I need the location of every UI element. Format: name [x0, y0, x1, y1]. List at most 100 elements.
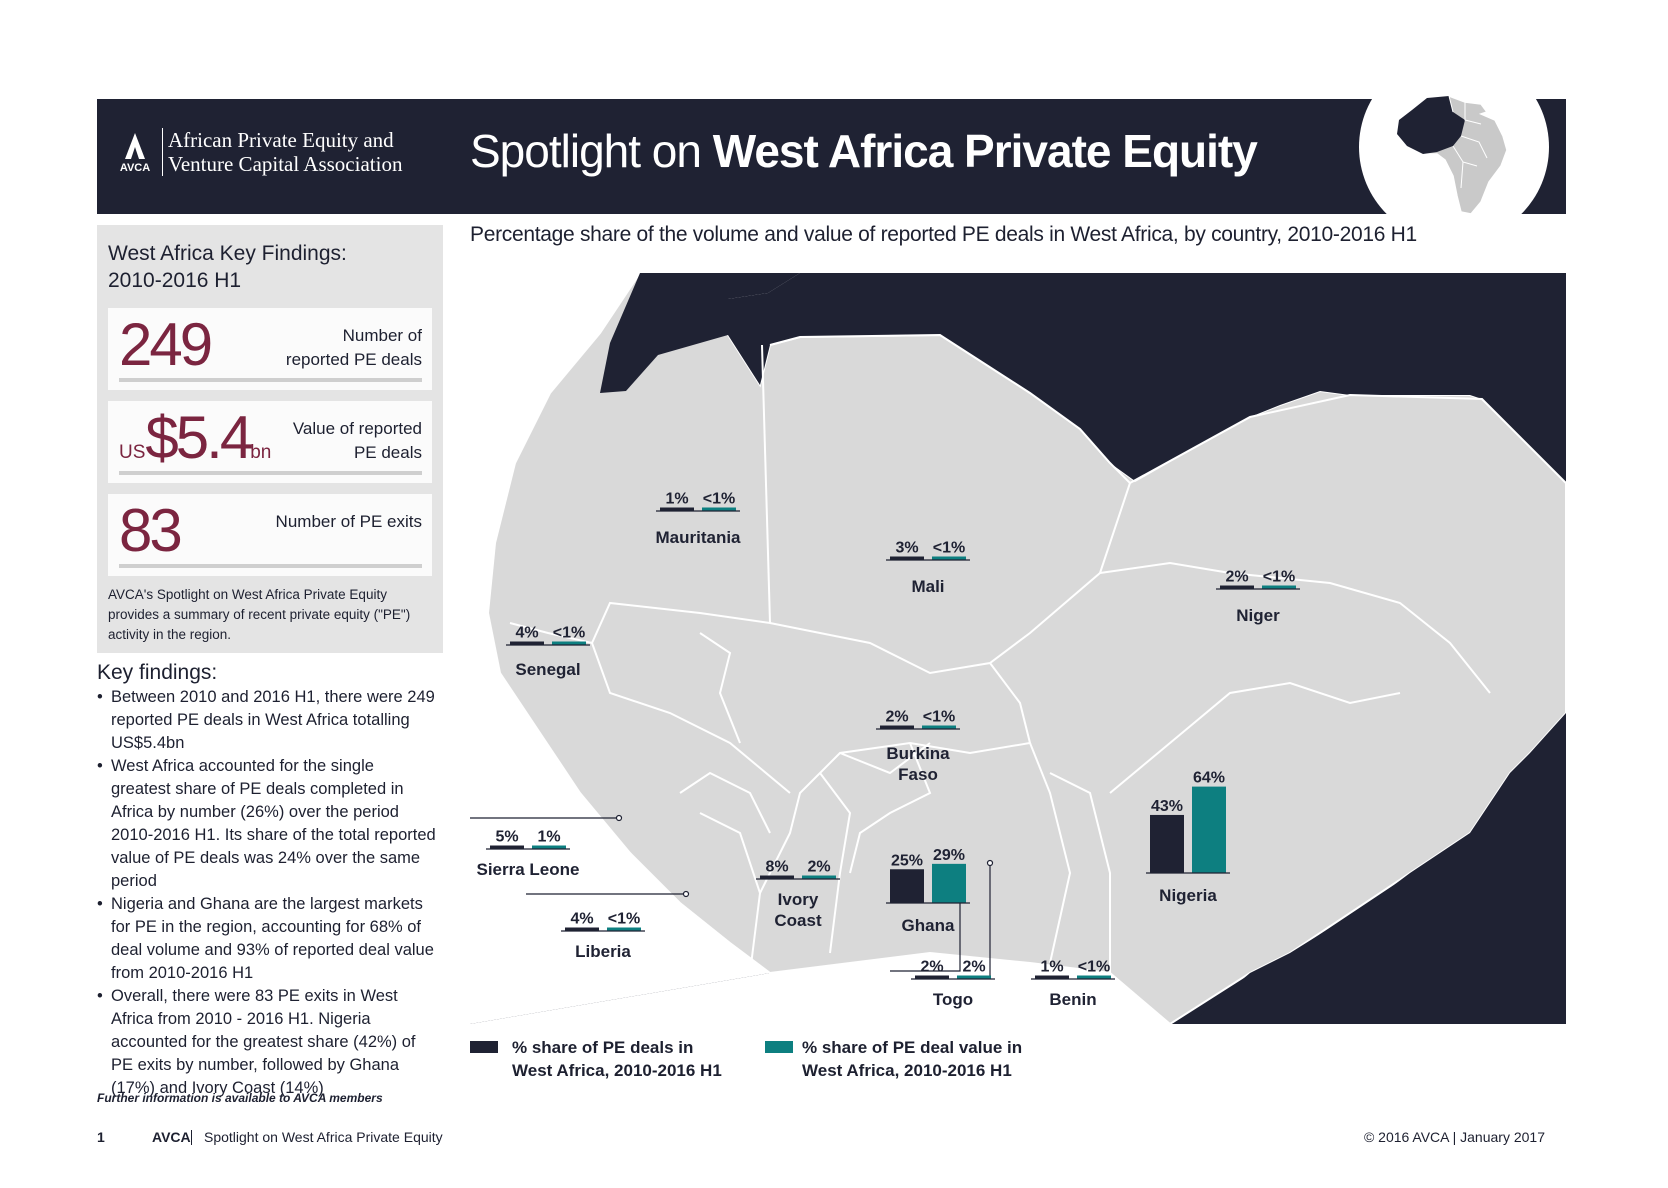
title-light: Spotlight on	[470, 125, 713, 177]
country-callout: 1% <1% Mauritania	[655, 491, 741, 548]
bar	[660, 507, 694, 511]
country-label: Ghana	[902, 916, 955, 935]
country-label: Burkina	[886, 744, 950, 763]
data-label: 3%	[895, 540, 918, 557]
further-info-note: Further information is available to AVCA…	[97, 1091, 383, 1105]
stat-label: Value of reported PE deals	[292, 419, 422, 462]
data-label: 2%	[885, 709, 908, 726]
country-callout: 4% <1% Senegal	[506, 625, 590, 679]
western-sahara-area	[600, 273, 800, 393]
logo-text: AVCA	[120, 162, 150, 173]
legend-label-value: % share of PE deal value in West Africa, …	[802, 1038, 1023, 1080]
list-item: Between 2010 and 2016 H1, there were 249…	[97, 686, 437, 755]
country-label: Liberia	[575, 942, 631, 961]
algeria-area	[728, 273, 1470, 481]
data-label: 29%	[933, 847, 965, 864]
data-label: 5%	[495, 829, 518, 846]
bar	[915, 975, 949, 979]
logo-divider	[162, 128, 163, 176]
stat-value: 83	[119, 497, 183, 564]
country-label: Mali	[911, 577, 944, 596]
country-callout: 8% 2% Ivory Coast	[756, 859, 840, 930]
country-callout: 2% <1% Burkina Faso	[876, 709, 960, 784]
data-label: <1%	[933, 540, 965, 557]
data-label: 64%	[1193, 770, 1225, 787]
data-label: 2%	[920, 959, 943, 976]
country-label: Sierra Leone	[477, 860, 580, 879]
footer-copyright: © 2016 AVCA | January 2017	[1363, 1129, 1545, 1145]
stat-label: Number of PE exits	[275, 512, 422, 531]
findings-heading-line2: 2010-2016 H1	[108, 269, 242, 292]
legend-swatch-value	[765, 1041, 793, 1053]
data-label: 4%	[570, 911, 593, 928]
chart-bars-layer: 1% <1% Mauritania 3% <1% Mali 2% <1% Niger 4% <1% S…	[477, 491, 1300, 1009]
country-label: Benin	[1049, 990, 1096, 1009]
list-item: West Africa accounted for the single gre…	[97, 755, 437, 893]
bar	[552, 641, 586, 645]
country-label: Niger	[1236, 606, 1280, 625]
panel-description: AVCA's Spotlight on West Africa Private …	[108, 587, 411, 642]
data-label: 1%	[537, 829, 560, 846]
ocean-area	[470, 273, 770, 1024]
callout-lines	[470, 817, 991, 978]
data-label: 2%	[1225, 569, 1248, 586]
country-callout: 25% 29% Ghana	[886, 847, 970, 935]
stat-card-value: US$5.4bn Value of reported PE deals	[108, 401, 432, 483]
country-callout: 1% <1% Benin	[1031, 959, 1115, 1009]
data-label: 43%	[1151, 798, 1183, 815]
country-callout: 2% 2% Togo	[911, 959, 995, 1009]
stat-underline	[119, 564, 422, 568]
avca-logo-icon: AVCA	[120, 133, 150, 173]
stat-label: Number of reported PE deals	[285, 326, 422, 369]
data-label: 25%	[891, 852, 923, 869]
country-label: Ivory	[778, 890, 819, 909]
stat-underline	[119, 378, 422, 382]
country-callout: 3% <1% Mali	[886, 540, 970, 596]
list-item: Nigeria and Ghana are the largest market…	[97, 893, 437, 985]
data-label: <1%	[703, 491, 735, 508]
country-callout: 43% 64% Nigeria	[1146, 770, 1230, 905]
list-item: Overall, there were 83 PE exits in West …	[97, 985, 437, 1100]
key-findings-list: Between 2010 and 2016 H1, there were 249…	[97, 686, 437, 1100]
bar	[1192, 786, 1226, 873]
data-label: <1%	[1078, 959, 1110, 976]
country-label: Nigeria	[1159, 886, 1217, 905]
page-number: 1	[97, 1129, 105, 1145]
country-label: Mauritania	[655, 528, 741, 547]
data-label: 1%	[665, 491, 688, 508]
data-label: 8%	[765, 859, 788, 876]
bar	[1150, 814, 1184, 873]
data-label: <1%	[553, 625, 585, 642]
bar	[510, 641, 544, 645]
title-bold: West Africa Private Equity	[712, 125, 1258, 177]
country-label: Togo	[933, 990, 973, 1009]
stat-value: US$5.4bn	[119, 404, 272, 471]
africa-globe-icon	[1359, 62, 1549, 222]
ocean-gulf	[470, 953, 1170, 1024]
org-name-line1: African Private Equity and	[168, 128, 394, 152]
country-label: Coast	[774, 911, 822, 930]
bar	[890, 556, 924, 560]
bar	[1077, 975, 1111, 979]
header-banner	[97, 99, 1566, 214]
bar	[565, 927, 599, 931]
bar	[532, 845, 566, 849]
chart-title: Percentage share of the volume and value…	[470, 223, 1417, 246]
key-findings-heading: Key findings:	[97, 661, 218, 684]
bar	[702, 507, 736, 511]
libya-area	[1470, 273, 1566, 483]
country-callout: 4% <1% Liberia	[561, 911, 645, 961]
west-africa-map: 1% <1% Mauritania 3% <1% Mali 2% <1% Niger 4% <1% S…	[470, 273, 1566, 1024]
data-label: 2%	[807, 859, 830, 876]
bar	[1262, 585, 1296, 589]
bar	[802, 875, 836, 879]
stat-card-exits: 83 Number of PE exits	[108, 494, 432, 576]
country-label: Faso	[898, 765, 938, 784]
data-label: 1%	[1040, 959, 1063, 976]
bar	[1035, 975, 1069, 979]
bar	[760, 875, 794, 879]
data-label: <1%	[608, 911, 640, 928]
stat-underline	[119, 471, 422, 475]
bar	[890, 869, 924, 903]
data-label: <1%	[923, 709, 955, 726]
